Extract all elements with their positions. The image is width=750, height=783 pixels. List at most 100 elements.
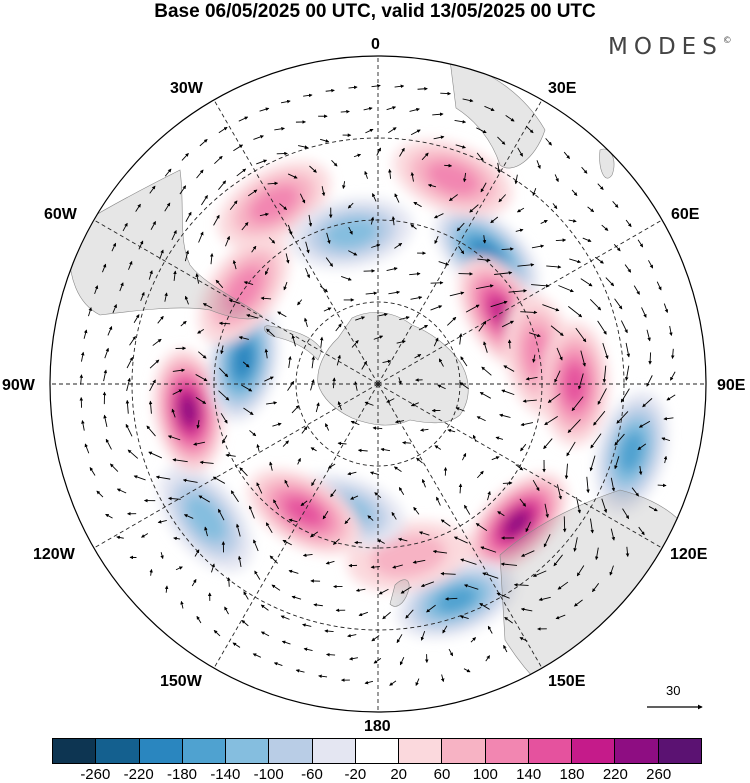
wind-arrow (242, 361, 250, 368)
wind-arrow (499, 413, 511, 418)
wind-arrow (225, 235, 230, 247)
wind-arrow (440, 674, 445, 683)
wind-arrow (252, 653, 262, 658)
anomaly-blob (153, 349, 224, 473)
wind-arrow (363, 106, 373, 111)
wind-arrow (544, 503, 549, 518)
wind-arrow (567, 419, 581, 434)
wind-arrow (325, 257, 333, 267)
wind-arrow (241, 222, 249, 231)
wind-arrow (84, 443, 90, 454)
wind-arrow (505, 115, 515, 122)
wind-arrow (105, 513, 113, 519)
wind-arrow (209, 253, 214, 265)
wind-arrow (264, 267, 269, 276)
wind-arrow (476, 416, 486, 422)
wind-arrow (638, 466, 643, 476)
meridian-line (377, 383, 543, 669)
wind-arrow (319, 285, 328, 293)
wind-arrow (355, 316, 366, 321)
wind-arrow (409, 107, 420, 112)
wind-arrow (198, 495, 210, 503)
wind-arrow (184, 295, 189, 305)
wind-arrow (264, 376, 274, 382)
wind-arrow (556, 347, 563, 361)
wind-arrow (332, 538, 340, 545)
wind-arrow (540, 219, 548, 224)
lon-label-60e: 60E (671, 206, 700, 223)
wind-arrow (195, 374, 208, 382)
wind-arrow (374, 492, 382, 499)
wind-arrow (238, 116, 249, 122)
wind-arrow (610, 528, 616, 541)
wind-arrow (133, 314, 140, 324)
wind-arrow (126, 377, 131, 391)
wind-arrow (243, 281, 254, 286)
wind-arrow (462, 98, 474, 103)
wind-arrow (311, 356, 316, 369)
wind-arrow (382, 359, 392, 364)
anomaly-contour (370, 534, 447, 578)
colorbar-tick-label: 60 (433, 766, 451, 783)
wind-arrow (519, 498, 527, 507)
wind-arrow (438, 358, 444, 367)
wind-arrow (315, 402, 320, 413)
wind-arrow (361, 360, 367, 370)
wind-arrow (642, 398, 653, 408)
wind-arrow (185, 211, 192, 222)
wind-arrow (371, 243, 381, 248)
wind-arrow (291, 334, 296, 347)
wind-arrow (594, 256, 604, 264)
modes-logo: MODES© (608, 34, 732, 60)
wind-arrow (246, 313, 259, 319)
wind-arrow (470, 637, 477, 643)
meridian-line (93, 383, 379, 549)
wind-arrow (666, 394, 676, 401)
wind-arrow (213, 214, 220, 226)
wind-arrow (215, 279, 224, 289)
wind-arrow (394, 84, 405, 89)
wind-arrow (291, 405, 300, 414)
wind-arrow (501, 320, 514, 328)
wind-arrow (380, 447, 391, 452)
wind-arrow (288, 356, 292, 368)
wind-arrow (413, 506, 420, 515)
wind-arrow (214, 155, 223, 165)
wind-arrow (612, 200, 619, 208)
wind-arrow (103, 369, 108, 382)
wind-arrow (520, 607, 533, 612)
wind-arrow (520, 422, 534, 427)
wind-arrow (94, 285, 99, 295)
wind-arrow (266, 401, 278, 405)
wind-arrow (460, 356, 468, 367)
wind-arrow (376, 147, 382, 156)
wind-arrow (495, 436, 504, 440)
wind-arrow (400, 586, 412, 594)
wind-arrow (129, 335, 136, 346)
wind-arrow (503, 644, 508, 653)
wind-arrow (485, 655, 490, 662)
wind-arrow (417, 87, 428, 91)
wind-arrow (225, 453, 236, 458)
wind-arrow (239, 467, 248, 477)
wind-arrow (350, 495, 359, 500)
wind-arrow (122, 222, 128, 232)
wind-arrow (669, 325, 673, 337)
wind-arrow (159, 249, 164, 260)
wind-arrow (248, 505, 255, 519)
colorbar-swatch (528, 739, 573, 763)
wind-arrow (199, 139, 208, 147)
wind-arrow (220, 413, 228, 424)
wind-arrow (228, 299, 241, 304)
wind-arrow (112, 304, 117, 314)
wind-arrow (330, 489, 337, 498)
wind-arrow (148, 400, 153, 414)
wind-arrow (164, 202, 171, 212)
wind-arrow (116, 535, 124, 540)
wind-arrow (179, 185, 187, 195)
wind-arrow (391, 511, 397, 520)
wind-arrow (444, 163, 453, 168)
wind-arrow (592, 583, 600, 593)
wind-arrow (348, 85, 358, 90)
